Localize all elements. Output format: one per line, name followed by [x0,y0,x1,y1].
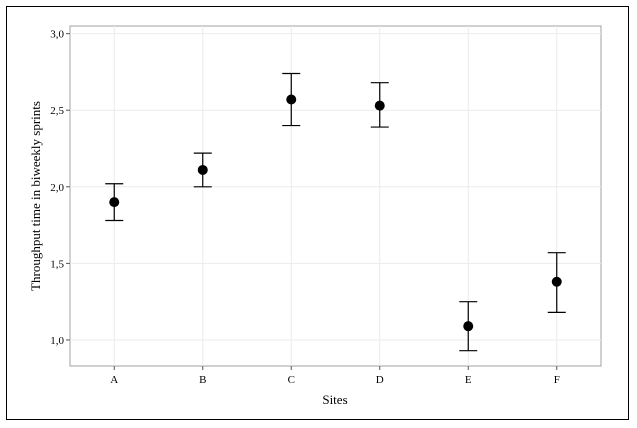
x-tick-label: C [288,374,295,386]
x-tick-label: F [554,374,560,386]
y-tick-label: 1,0 [50,335,64,347]
data-marks [105,72,566,352]
x-axis: A B C D E F [110,366,560,386]
y-tick-label: 2,0 [50,182,64,194]
x-tick-label: E [465,374,472,386]
y-axis: 1,0 1,5 2,0 2,5 3,0 [50,29,70,347]
x-tick-label: D [376,374,384,386]
y-tick-label: 1,5 [50,258,64,270]
data-point-A [109,197,120,208]
plot-area [69,25,602,367]
x-tick-label: B [199,374,206,386]
data-point-F [551,276,562,287]
data-point-D [374,100,385,111]
data-point-C [286,94,297,105]
y-tick-label: 3,0 [50,29,64,41]
x-tick-label: A [110,374,118,386]
data-point-E [463,321,474,332]
x-axis-title: Sites [322,392,347,407]
y-tick-label: 2,5 [50,105,64,117]
y-axis-title: Throughput time in biweekly sprints [28,101,43,291]
data-point-B [197,164,208,175]
